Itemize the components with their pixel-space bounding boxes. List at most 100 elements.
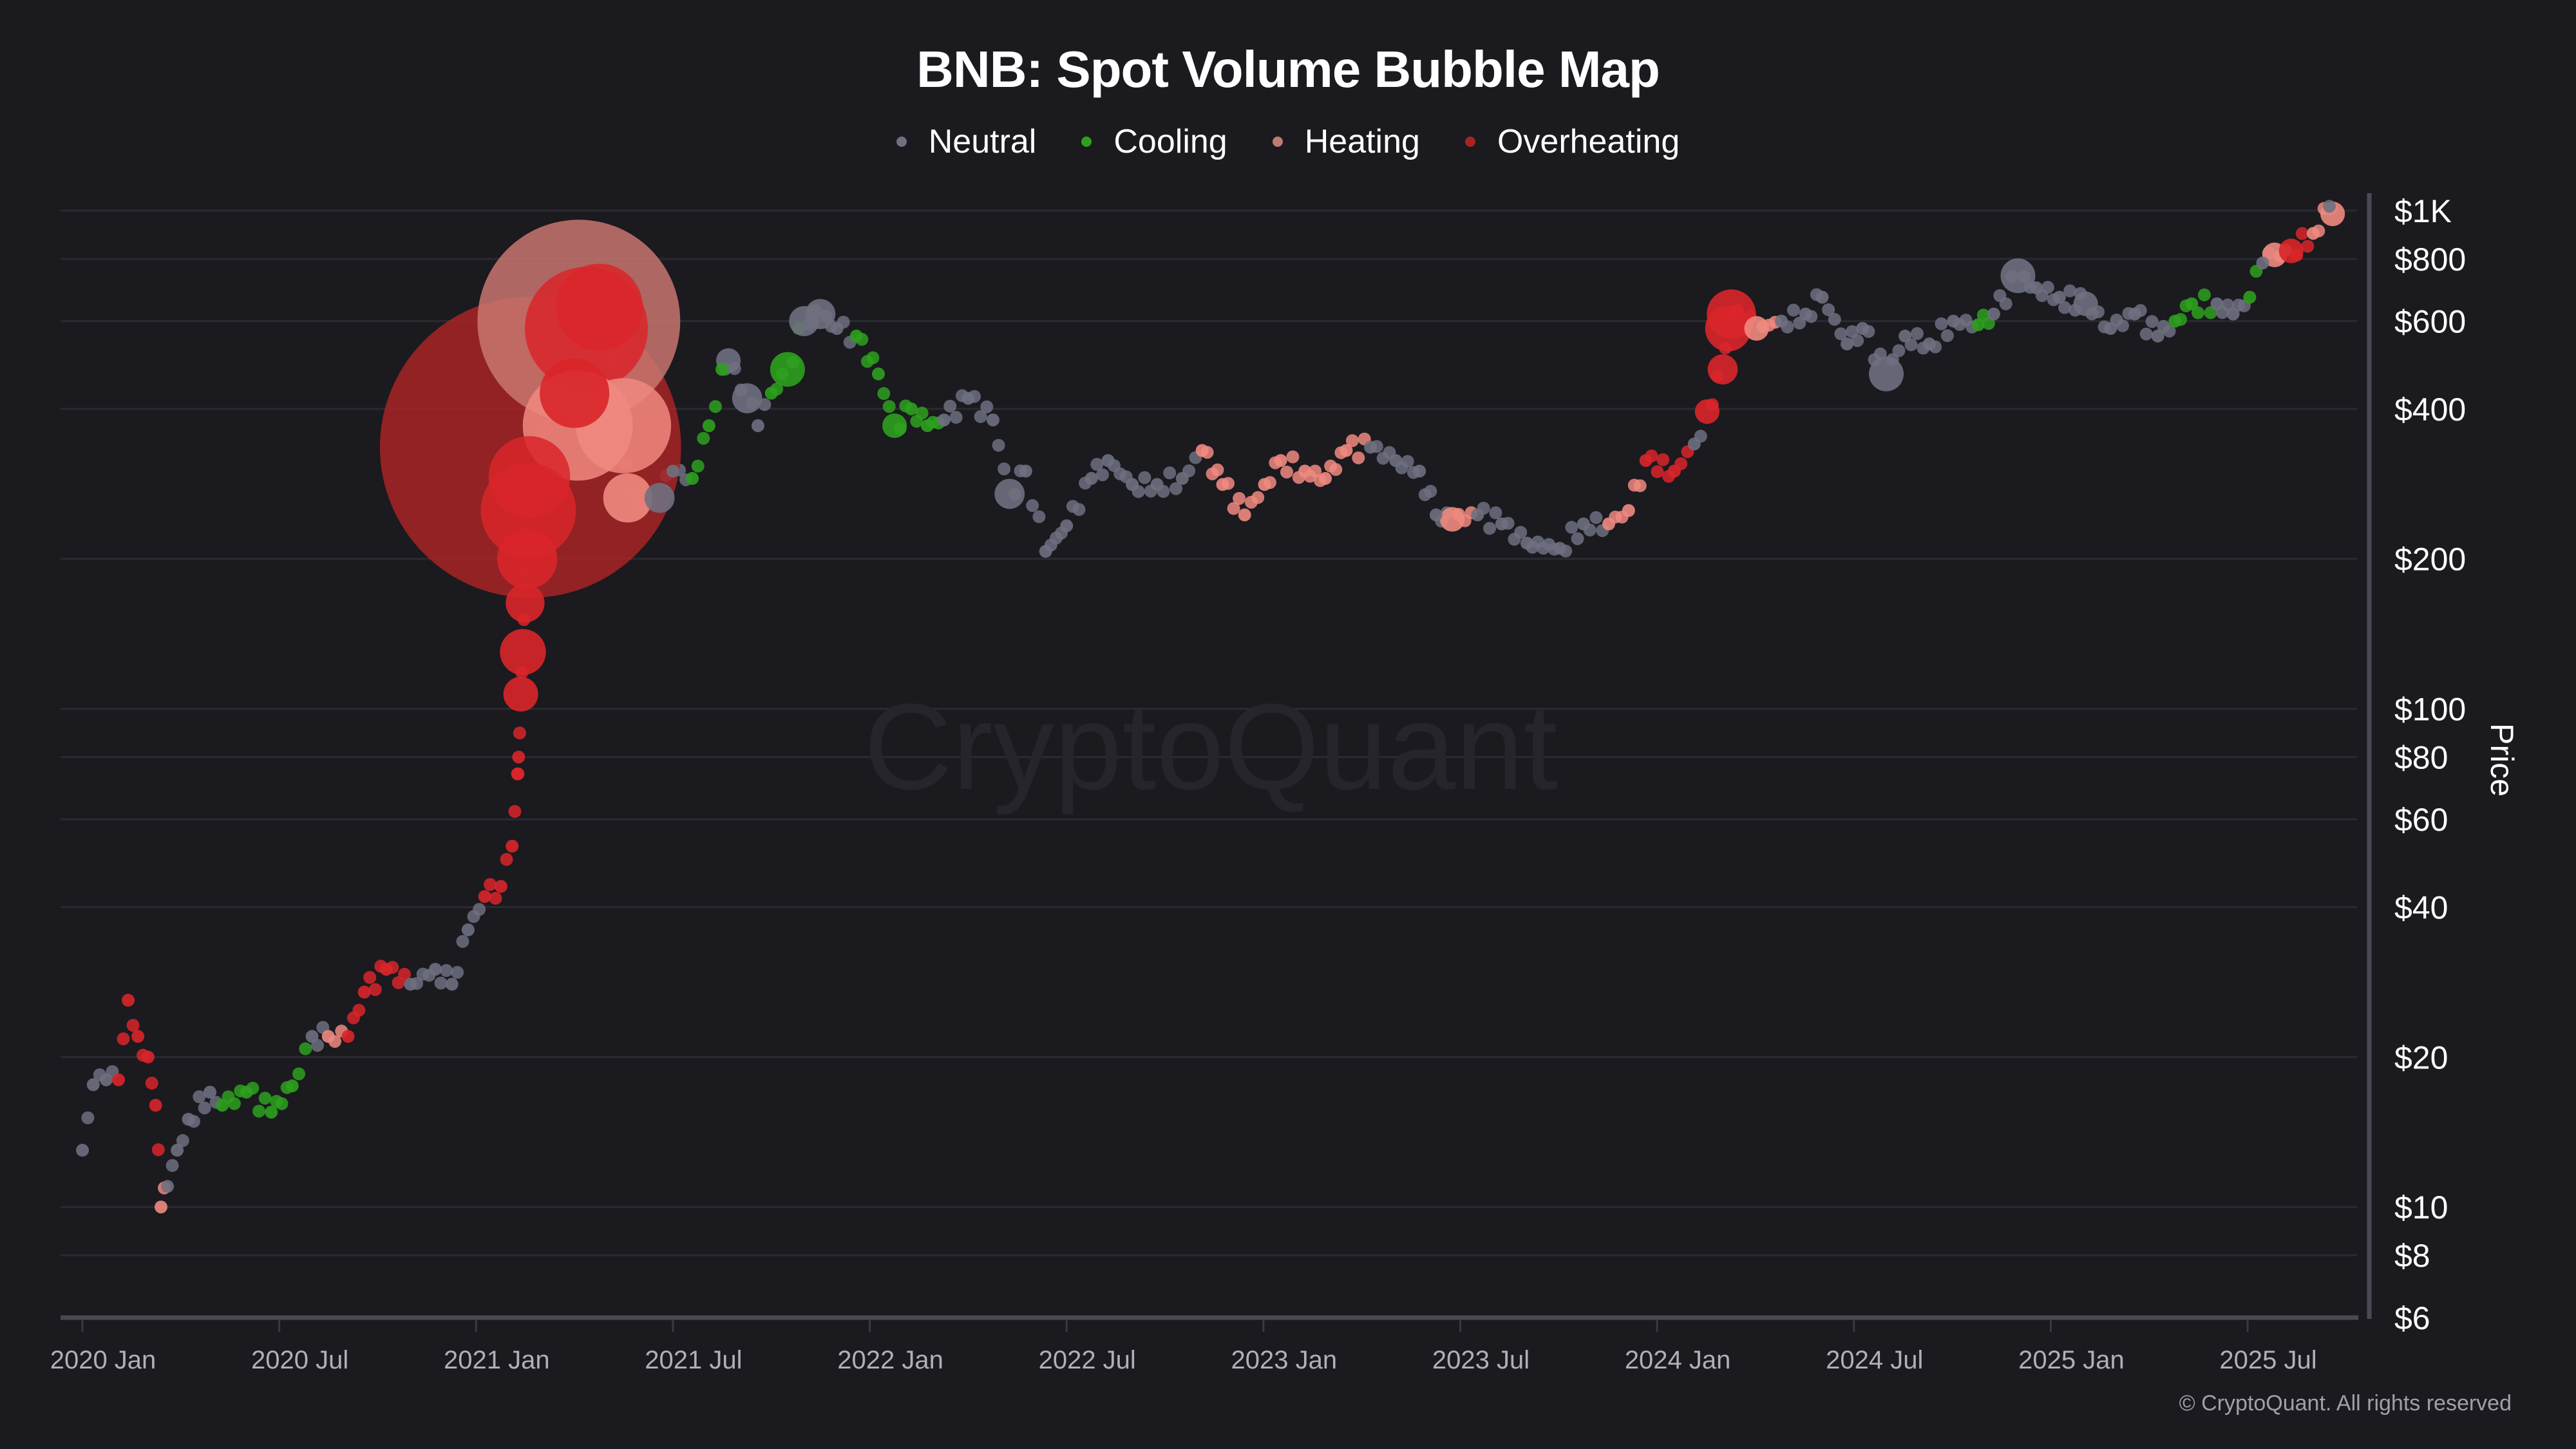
- bubble-heating-filler: [1352, 451, 1365, 464]
- bubble-neutral-filler: [1095, 468, 1109, 482]
- bubble-neutral: [1039, 545, 1052, 558]
- bubble-heating-filler: [1345, 434, 1359, 448]
- y-axis-label: Price: [2484, 723, 2520, 797]
- bubble-neutral-filler: [1170, 482, 1183, 495]
- x-tick-label: 2025 Jul: [2219, 1346, 2316, 1374]
- bubble-overheating: [1694, 399, 1719, 424]
- bubble-neutral: [2029, 281, 2043, 294]
- bubble-overheating: [556, 263, 643, 351]
- bubble-neutral: [1060, 519, 1074, 533]
- bubble-heating-filler: [1309, 464, 1322, 478]
- bubble-heating-filler: [1280, 465, 1294, 478]
- bubble-neutral-filler: [943, 399, 957, 413]
- bubble-heating-filler: [1233, 491, 1246, 505]
- bubble-neutral-filler: [1090, 458, 1104, 471]
- bubble-overheating-filler: [484, 878, 497, 891]
- bubble-cooling: [2168, 314, 2182, 328]
- bubbles: [76, 200, 2345, 1214]
- bubble-overheating: [1705, 305, 1752, 352]
- bubble-neutral-filler: [1589, 511, 1603, 524]
- bubble-neutral: [1471, 508, 1484, 522]
- bubble-neutral: [461, 923, 475, 936]
- y-tick-label: $60: [2394, 802, 2448, 838]
- y-tick-label: $1K: [2394, 193, 2452, 229]
- bubble-overheating: [149, 1099, 162, 1112]
- legend-item-cooling[interactable]: Cooling: [1081, 122, 1227, 161]
- bubble-overheating: [506, 583, 545, 623]
- bubble-neutral: [1856, 322, 1870, 336]
- legend-label: Cooling: [1113, 123, 1227, 160]
- bubble-heating: [321, 1030, 335, 1043]
- x-tick-label: 2020 Jul: [251, 1346, 348, 1374]
- bubble-neutral-filler: [1851, 334, 1864, 347]
- bubble-neutral: [805, 299, 836, 329]
- x-tick-label: 2024 Jan: [1625, 1346, 1731, 1374]
- bubble-neutral: [2000, 258, 2036, 294]
- cooling-dot-icon: [1081, 137, 1092, 147]
- y-tick-label: $10: [2394, 1189, 2448, 1226]
- bubble-neutral: [1389, 454, 1403, 468]
- bubble-overheating: [131, 1030, 145, 1043]
- bubble-neutral-filler: [1072, 503, 1086, 516]
- bubble-neutral-filler: [980, 400, 994, 413]
- copyright-notice: © CryptoQuant. All rights reserved: [2179, 1391, 2512, 1416]
- bubble-neutral-filler: [1571, 532, 1584, 545]
- bubble-cooling: [849, 329, 863, 343]
- bubble-neutral: [644, 482, 675, 513]
- bubble-neutral-filler: [1514, 526, 1528, 539]
- bubble-neutral-filler: [974, 410, 987, 423]
- bubble-heating: [154, 1200, 167, 1214]
- legend-item-heating[interactable]: Heating: [1272, 122, 1420, 161]
- bubble-heating: [1340, 444, 1353, 457]
- bubble-overheating-filler: [151, 1143, 165, 1157]
- bubble-neutral: [404, 978, 417, 991]
- bubble-neutral: [2226, 307, 2240, 321]
- bubble-overheating: [111, 1073, 125, 1086]
- bubble-neutral-filler: [1910, 327, 1924, 340]
- legend-item-neutral[interactable]: Neutral: [896, 122, 1036, 161]
- bubble-neutral-filler: [1424, 484, 1437, 498]
- bubble-overheating: [494, 880, 507, 893]
- bubble-neutral: [2323, 200, 2336, 213]
- bubble-overheating-filler: [398, 967, 412, 981]
- bubble-cooling: [904, 402, 918, 415]
- bubble-cooling: [764, 386, 778, 400]
- bubble-neutral-filler: [2145, 315, 2159, 328]
- bubble-neutral: [830, 322, 844, 336]
- bubble-neutral: [2151, 329, 2164, 343]
- bubble-heating: [1195, 444, 1209, 457]
- bubble-cooling-filler: [2197, 288, 2211, 301]
- bubble-neutral: [986, 413, 999, 427]
- legend-label: Heating: [1304, 123, 1420, 160]
- bubble-neutral-filler: [1834, 327, 1848, 341]
- legend-item-overheating[interactable]: Overheating: [1464, 122, 1680, 161]
- bubble-neutral-filler: [1935, 317, 1948, 330]
- x-tick-label: 2020 Jan: [50, 1346, 156, 1374]
- bubble-cooling-filler: [882, 400, 896, 413]
- bubble-heating-filler: [1286, 450, 1300, 464]
- bubble-overheating: [357, 985, 371, 999]
- bubble-overheating: [488, 436, 571, 518]
- bubble-neutral: [937, 413, 951, 427]
- bubble-overheating-filler: [2295, 227, 2309, 240]
- bubble-heating: [1602, 517, 1616, 531]
- bubble-neutral: [1364, 440, 1378, 454]
- bubble-neutral: [1577, 517, 1590, 531]
- bubble-heating: [1238, 508, 1251, 522]
- bubble-overheating: [1667, 464, 1681, 478]
- axes: $1K $800 $600 $400 $200 $100 $80 $60 $40 $20 $10 $8…: [50, 193, 2520, 1374]
- x-tick-label: 2023 Jan: [1231, 1346, 1338, 1374]
- bubble-heating: [1258, 478, 1271, 491]
- bubble-heating: [1439, 507, 1465, 532]
- bubble-neutral-filler: [1892, 344, 1906, 357]
- bubble-neutral: [1084, 471, 1098, 485]
- x-tick-label: 2021 Jul: [645, 1346, 742, 1374]
- x-tick-label: 2024 Jul: [1826, 1346, 1923, 1374]
- x-tick-label: 2023 Jul: [1432, 1346, 1530, 1374]
- bubble-neutral-filler: [176, 1134, 189, 1148]
- y-tick-label: $100: [2394, 692, 2466, 728]
- bubble-neutral: [2210, 297, 2224, 310]
- bubble-cooling: [882, 413, 907, 439]
- bubble-cooling: [265, 1105, 278, 1119]
